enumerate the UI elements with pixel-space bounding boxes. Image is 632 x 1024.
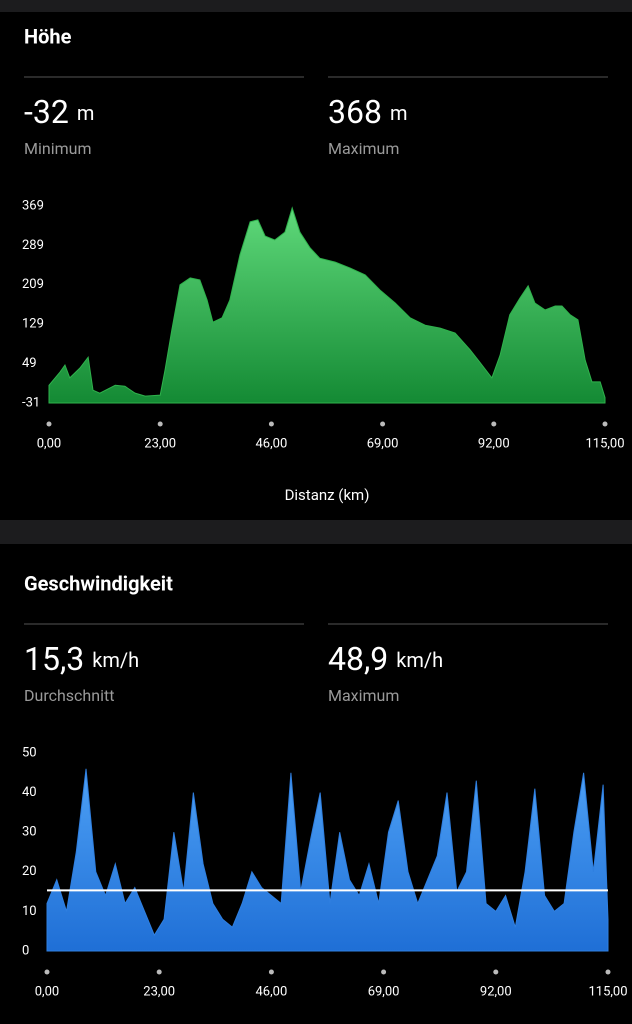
x-tick-dot xyxy=(380,421,386,427)
y-tick-label: 129 xyxy=(22,317,44,332)
x-tick-label: 69,00 xyxy=(367,436,399,451)
x-tick-label: 92,00 xyxy=(478,436,510,451)
stat-label: Durchschnitt xyxy=(24,686,114,705)
y-tick-label: 50 xyxy=(22,745,37,760)
x-tick-dot xyxy=(493,969,499,975)
x-tick-label: 115,00 xyxy=(585,436,624,451)
x-tick-dot xyxy=(268,969,274,975)
stat-number: 48,9 xyxy=(328,640,388,678)
stat-unit: m xyxy=(77,101,95,125)
stat-unit: km/h xyxy=(92,648,139,672)
x-tick-dot xyxy=(46,421,52,427)
x-tick-label: 46,00 xyxy=(256,984,288,999)
y-tick-label: 49 xyxy=(22,356,37,371)
x-tick-label: 92,00 xyxy=(480,984,512,999)
x-axis-title: Distanz (km) xyxy=(285,486,370,504)
y-tick-label: 30 xyxy=(22,825,37,840)
x-tick-dot xyxy=(381,969,387,975)
y-tick-label: 289 xyxy=(22,238,44,253)
y-tick-label: 20 xyxy=(22,864,37,879)
stat-label: Maximum xyxy=(328,139,399,158)
x-tick-dot xyxy=(157,421,163,427)
x-tick-label: 0,00 xyxy=(37,436,61,451)
y-tick-label: 40 xyxy=(22,785,37,800)
x-tick-dot xyxy=(156,969,162,975)
x-tick-dot xyxy=(602,421,608,427)
y-tick-label: -31 xyxy=(22,395,40,410)
stat-unit: km/h xyxy=(396,648,443,672)
stat-label: Minimum xyxy=(24,139,91,158)
top-strip xyxy=(0,0,632,12)
stat-number: 368 xyxy=(328,93,382,131)
stat-label: Maximum xyxy=(328,686,399,705)
x-tick-label: 69,00 xyxy=(368,984,400,999)
section-title: Geschwindigkeit xyxy=(24,571,173,595)
y-tick-label: 369 xyxy=(22,198,44,213)
area xyxy=(48,206,606,404)
stat-number: 15,3 xyxy=(24,640,84,678)
stat-unit: m xyxy=(390,101,408,125)
stat-number: -32 xyxy=(24,93,69,131)
x-tick-label: 0,00 xyxy=(35,984,59,999)
y-tick-label: 209 xyxy=(22,277,44,292)
x-tick-dot xyxy=(491,421,497,427)
x-tick-label: 23,00 xyxy=(143,984,175,999)
stat-value: 48,9 km/h xyxy=(328,640,443,678)
x-tick-label: 115,00 xyxy=(588,984,627,999)
y-tick-label: 10 xyxy=(22,904,37,919)
section-title: Höhe xyxy=(24,24,72,48)
stat-value: -32 m xyxy=(24,93,94,131)
y-tick-label: 0 xyxy=(22,943,29,958)
stat-value: 368 m xyxy=(328,93,408,131)
x-tick-dot xyxy=(268,421,274,427)
area xyxy=(46,768,609,952)
x-tick-label: 23,00 xyxy=(144,436,176,451)
x-tick-label: 46,00 xyxy=(256,436,288,451)
x-tick-dot xyxy=(44,969,50,975)
x-tick-dot xyxy=(605,969,611,975)
section-separator xyxy=(0,520,632,544)
stat-value: 15,3 km/h xyxy=(24,640,139,678)
